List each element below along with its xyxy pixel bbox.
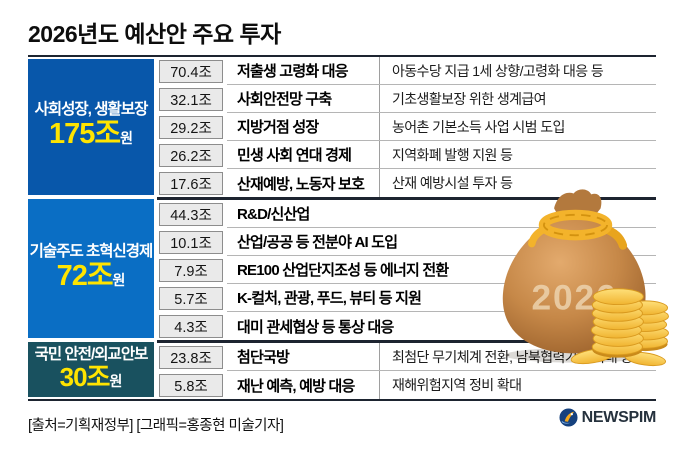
category-total: 30조원 <box>60 364 123 395</box>
item-label: R&D/신산업 <box>237 206 310 223</box>
value-cell: 70.4조 <box>159 59 223 83</box>
item-detail: 아동수당 지급 1세 상향/고령화 대응 등 <box>379 57 656 84</box>
item-label: 재난 예측, 예방 대응 <box>237 377 355 395</box>
category-name: 국민 안전/외교안보 <box>34 345 149 363</box>
value-cell: 26.2조 <box>159 143 223 167</box>
item-label: 저출생 고령화 대응 <box>237 63 349 80</box>
table-row: 7.9조 RE100 산업단지조성 등 에너지 전환 <box>157 256 656 284</box>
table-row: 5.8조 재난 예측, 예방 대응 재해위험지역 정비 확대 <box>157 371 656 399</box>
item-label: K-컬처, 관광, 푸드, 뷰티 등 지원 <box>237 290 422 307</box>
item-detail: 재해위험지역 정비 확대 <box>379 371 656 399</box>
category-box-tech: 기술주도 초혁신경제 72조원 <box>28 199 154 338</box>
group-rows: 70.4조 저출생 고령화 대응 아동수당 지급 1세 상향/고령화 대응 등 3… <box>157 57 656 197</box>
value-cell: 5.7조 <box>159 286 223 310</box>
newspim-logo: NEWSPIM <box>559 408 656 427</box>
item-label: RE100 산업단지조성 등 에너지 전환 <box>237 262 449 279</box>
value-cell: 7.9조 <box>159 258 223 282</box>
item-label: 민생 사회 연대 경제 <box>237 147 352 164</box>
item-detail: 농어촌 기본소득 사업 시범 도입 <box>379 113 656 140</box>
item-label: 산재예방, 노동자 보호 <box>237 175 365 193</box>
value-cell: 32.1조 <box>159 87 223 111</box>
coins-icon <box>570 288 669 367</box>
item-label: 지방거점 성장 <box>237 119 319 136</box>
group-tech-economy: 기술주도 초혁신경제 72조원 44.3조 R&D/신산업 10.1조 산업/공… <box>28 197 656 340</box>
category-total: 72조원 <box>57 261 126 296</box>
total-value: 72조 <box>56 259 114 292</box>
value-cell: 5.8조 <box>159 373 223 397</box>
newspim-logo-icon <box>559 408 578 427</box>
category-box-safety: 국민 안전/외교안보 30조원 <box>28 342 154 397</box>
table-row: 17.6조 산재예방, 노동자 보호 산재 예방시설 투자 등 <box>157 169 656 197</box>
group-social-growth: 사회성장, 생활보장 175조원 70.4조 저출생 고령화 대응 아동수당 지급… <box>28 57 656 197</box>
total-unit: 원 <box>112 271 126 288</box>
group-rows: 44.3조 R&D/신산업 10.1조 산업/공공 등 전분야 AI 도입 7.… <box>157 197 656 340</box>
value-cell: 10.1조 <box>159 230 223 254</box>
category-box-social: 사회성장, 생활보장 175조원 <box>28 59 154 195</box>
table-row: 70.4조 저출생 고령화 대응 아동수당 지급 1세 상향/고령화 대응 등 <box>157 57 656 85</box>
table-row: 32.1조 사회안전망 구축 기초생활보장 위한 생계급여 <box>157 85 656 113</box>
table-row: 26.2조 민생 사회 연대 경제 지역화폐 발행 지원 등 <box>157 141 656 169</box>
total-value: 175조 <box>49 118 121 150</box>
item-label: 첨단국방 <box>237 349 290 366</box>
value-cell: 44.3조 <box>159 202 223 226</box>
total-unit: 원 <box>120 130 133 146</box>
category-name: 기술주도 초혁신경제 <box>29 242 154 260</box>
table-row: 4.3조 대미 관세협상 등 통상 대응 <box>157 312 656 340</box>
item-label: 대미 관세협상 등 통상 대응 <box>237 318 394 336</box>
value-cell: 23.8조 <box>159 345 223 369</box>
table-row: 29.2조 지방거점 성장 농어촌 기본소득 사업 시범 도입 <box>157 113 656 141</box>
total-unit: 원 <box>109 372 123 389</box>
item-label: 산업/공공 등 전분야 AI 도입 <box>237 234 398 251</box>
value-cell: 17.6조 <box>159 171 223 195</box>
page-title: 2026년도 예산안 주요 투자 <box>28 21 281 47</box>
category-name: 사회성장, 생활보장 <box>34 101 149 118</box>
newspim-logo-text: NEWSPIM <box>581 408 657 426</box>
item-label: 사회안전망 구축 <box>237 91 332 108</box>
value-cell: 29.2조 <box>159 115 223 139</box>
table-row: 44.3조 R&D/신산업 <box>157 200 656 228</box>
total-value: 30조 <box>59 361 111 392</box>
value-cell: 4.3조 <box>159 314 223 338</box>
item-detail: 지역화폐 발행 지원 등 <box>379 141 656 168</box>
category-total: 175조원 <box>49 119 133 154</box>
table-row: 10.1조 산업/공공 등 전분야 AI 도입 <box>157 228 656 256</box>
item-detail: 산재 예방시설 투자 등 <box>379 169 656 197</box>
item-detail: 기초생활보장 위한 생계급여 <box>379 85 656 112</box>
table-row: 5.7조 K-컬처, 관광, 푸드, 뷰티 등 지원 <box>157 284 656 312</box>
money-bag-illustration: 2026 <box>502 189 669 367</box>
source-credit: [출처=기획재정부] [그래픽=홍종현 미술기자] <box>28 418 284 434</box>
